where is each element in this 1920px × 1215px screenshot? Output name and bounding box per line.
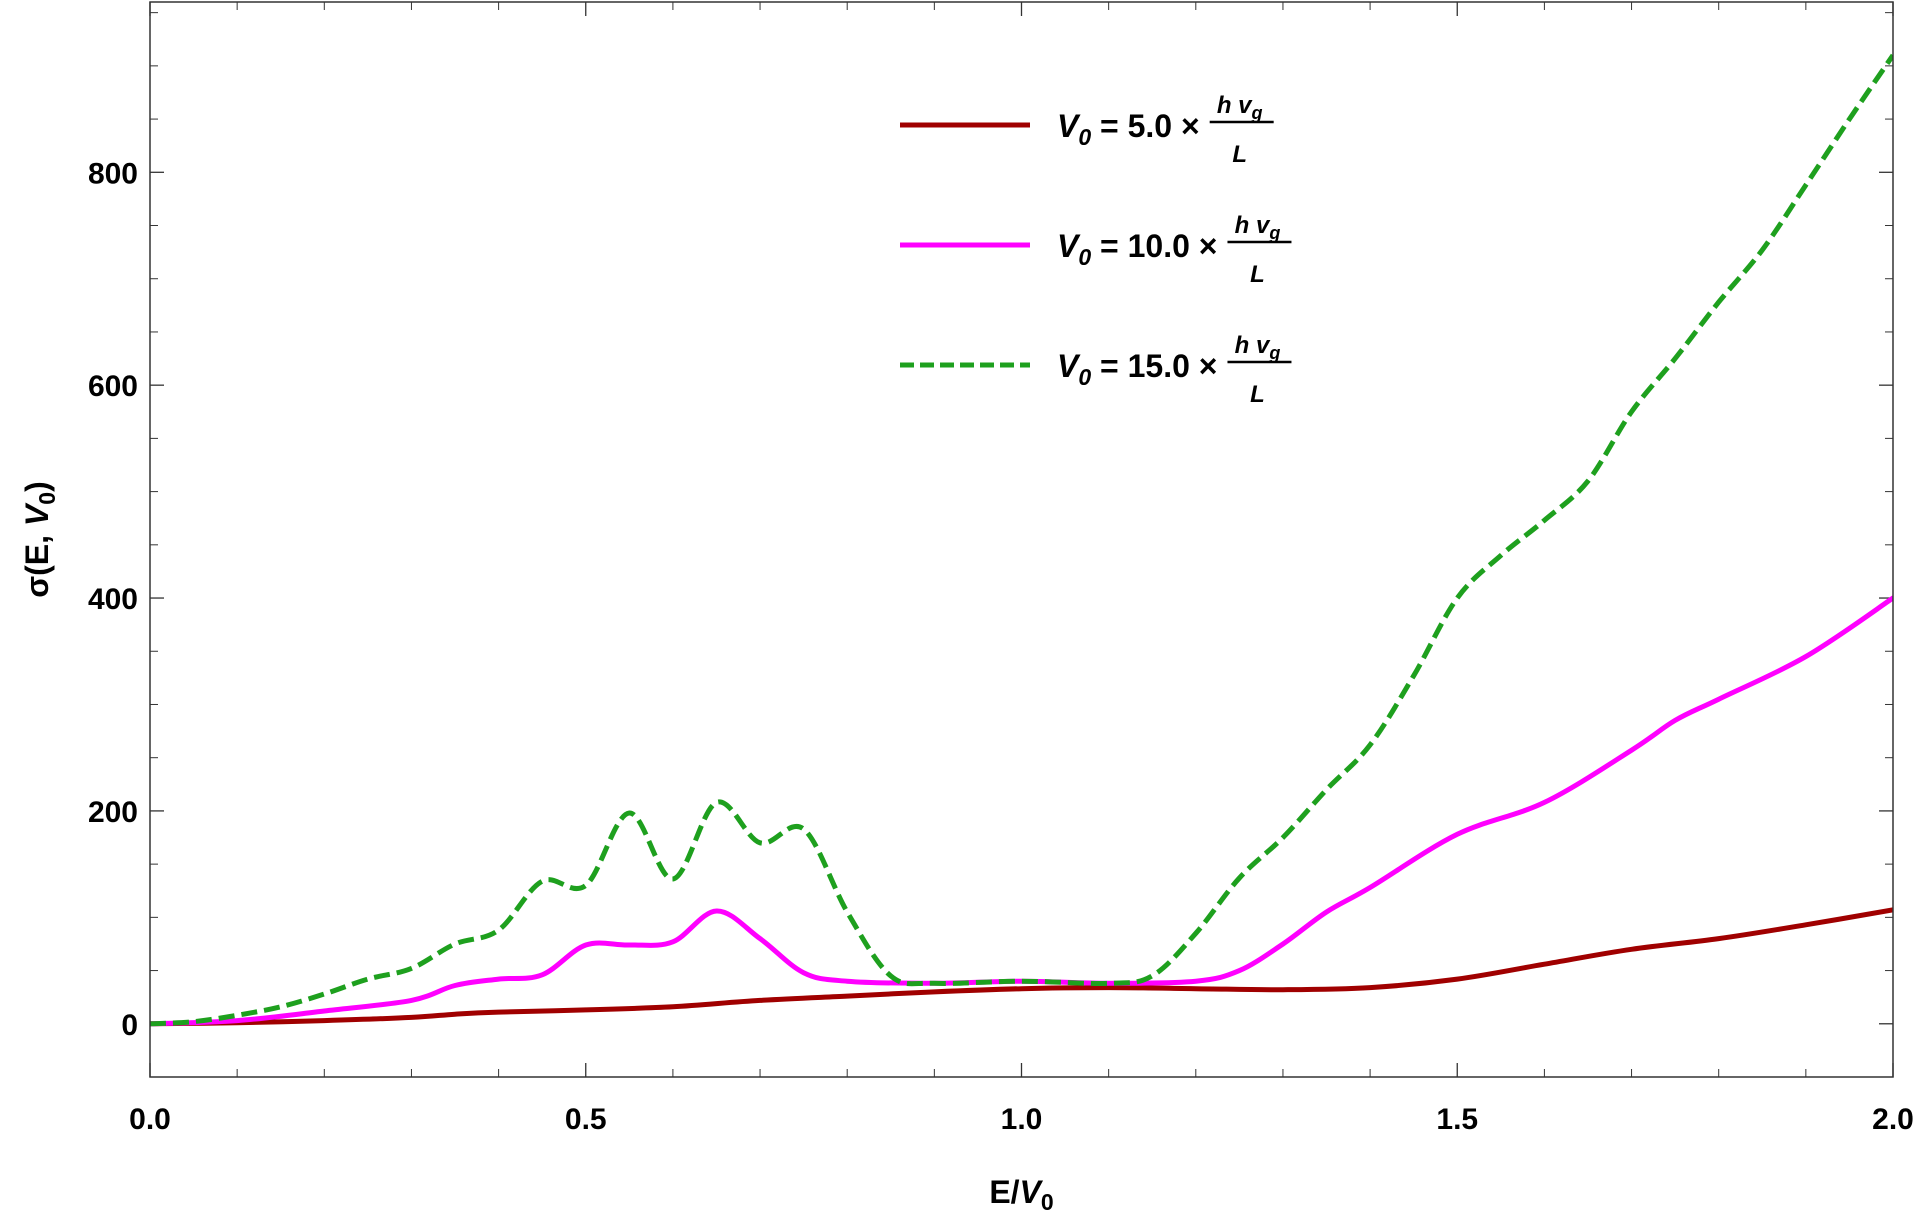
- legend-fraction-numerator: h vg: [1217, 92, 1263, 123]
- y-tick-label: 0: [121, 1009, 138, 1042]
- series-line-3: [150, 53, 1893, 1027]
- y-axis-label: σ(E, V0​): [19, 481, 60, 597]
- series-layer: [150, 53, 1893, 1027]
- legend-fraction-denominator: L: [1232, 141, 1247, 168]
- legend-label: V0 = 10.0 ×: [1057, 228, 1217, 270]
- x-tick-label: 1.5: [1436, 1103, 1478, 1136]
- y-tick-label: 400: [88, 583, 138, 616]
- y-tick-label: 800: [88, 157, 138, 190]
- series-line-2: [150, 595, 1893, 1027]
- y-tick-label: 200: [88, 796, 138, 829]
- x-tick-label: 1.0: [1001, 1103, 1043, 1136]
- legend-fraction-denominator: L: [1250, 381, 1265, 408]
- x-tick-label: 0.5: [565, 1103, 607, 1136]
- legend-entry-1: V0 = 5.0 × h vg L: [900, 92, 1274, 168]
- legend-fraction-denominator: L: [1250, 261, 1265, 288]
- legend-fraction-numerator: h vg: [1235, 332, 1281, 363]
- y-tick-label: 600: [88, 370, 138, 403]
- legend-entry-2: V0 = 10.0 × h vg L: [900, 212, 1292, 288]
- legend-fraction-numerator: h vg: [1235, 212, 1281, 243]
- legend-label: V0 = 5.0 ×: [1057, 108, 1200, 150]
- x-axis-label: E/V0​: [989, 1174, 1053, 1215]
- ticks-layer: [149, 2, 1894, 1078]
- x-tick-label: 2.0: [1872, 1103, 1914, 1136]
- legend-label: V0 = 15.0 ×: [1057, 348, 1217, 390]
- legend-entry-3: V0 = 15.0 × h vg L: [900, 332, 1292, 408]
- tick-labels-layer: 0.0 0.5 1.0 1.5 2.0 0 200 400 600 800: [88, 157, 1914, 1136]
- x-tick-label: 0.0: [129, 1103, 171, 1136]
- series-line-1: [150, 907, 1893, 1027]
- plot-frame: [149, 1, 1894, 1078]
